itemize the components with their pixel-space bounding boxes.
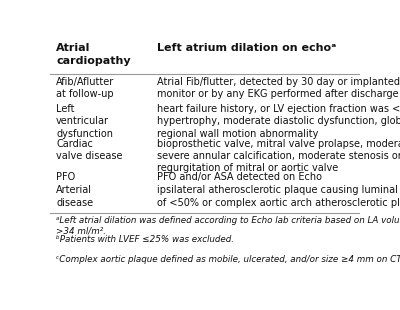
Text: Afib/Aflutter
at follow-up: Afib/Aflutter at follow-up: [56, 77, 114, 99]
Text: Atrial Fib/flutter, detected by 30 day or implanted event
monitor or by any EKG : Atrial Fib/flutter, detected by 30 day o…: [157, 77, 400, 99]
Text: ᶜComplex aortic plaque defined as mobile, ulcerated, and/or size ≥4 mm on CTA or: ᶜComplex aortic plaque defined as mobile…: [56, 255, 400, 264]
Text: Left
ventricular
dysfunction: Left ventricular dysfunction: [56, 104, 113, 139]
Text: PFO and/or ASA detected on Echo: PFO and/or ASA detected on Echo: [157, 172, 322, 182]
Text: ipsilateral atherosclerotic plaque causing luminal stenosis
of <50% or complex a: ipsilateral atherosclerotic plaque causi…: [157, 185, 400, 208]
Text: Left atrium dilation on echoᵃ: Left atrium dilation on echoᵃ: [157, 43, 336, 53]
Text: heart failure history, or LV ejection fraction was <35%ᵇ, LV
hypertrophy, modera: heart failure history, or LV ejection fr…: [157, 104, 400, 139]
Text: bioprosthetic valve, mitral valve prolapse, moderate to
severe annular calcifica: bioprosthetic valve, mitral valve prolap…: [157, 139, 400, 174]
Text: Atrial
cardiopathy: Atrial cardiopathy: [56, 43, 131, 66]
Text: PFO: PFO: [56, 172, 76, 182]
Text: Arterial
disease: Arterial disease: [56, 185, 93, 208]
Text: Cardiac
valve disease: Cardiac valve disease: [56, 139, 123, 161]
Text: ᵃLeft atrial dilation was defined according to Echo lab criteria based on LA vol: ᵃLeft atrial dilation was defined accord…: [56, 216, 400, 235]
Text: ᵇPatients with LVEF ≤25% was excluded.: ᵇPatients with LVEF ≤25% was excluded.: [56, 235, 234, 244]
